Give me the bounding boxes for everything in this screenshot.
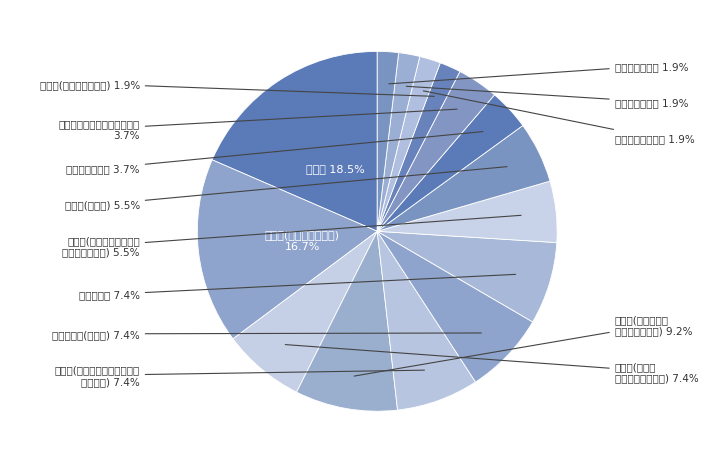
Text: 専門サービス業 1.9%: 専門サービス業 1.9% [389,62,688,84]
Wedge shape [377,57,441,232]
Text: 製造業(その他) 5.5%: 製造業(その他) 5.5% [65,167,507,210]
Wedge shape [377,232,475,410]
Text: 製造業(電子部品・デバイス・
電子回路) 7.4%: 製造業(電子部品・デバイス・ 電子回路) 7.4% [55,364,425,386]
Text: 電気・ガス・熱供給・水道業
3.7%: 電気・ガス・熱供給・水道業 3.7% [58,110,457,140]
Wedge shape [377,54,420,232]
Text: 製造業(化学工業、
石油・石炭製品) 9.2%: 製造業(化学工業、 石油・石炭製品) 9.2% [354,314,692,376]
Text: 運輸業、郵便業 3.7%: 運輸業、郵便業 3.7% [66,132,483,174]
Wedge shape [197,161,377,339]
Wedge shape [377,64,460,232]
Wedge shape [212,52,377,232]
Text: 情報通信業 7.4%: 情報通信業 7.4% [78,275,516,300]
Wedge shape [377,182,557,243]
Wedge shape [377,232,557,322]
Text: 教育、学習支援業 1.9%: 教育、学習支援業 1.9% [423,92,695,143]
Wedge shape [297,232,397,411]
Wedge shape [377,126,550,232]
Text: 製造業(印刷・同関連業) 1.9%: 製造業(印刷・同関連業) 1.9% [40,79,434,97]
Text: 製造業(輸送用機械器具)
16.7%: 製造業(輸送用機械器具) 16.7% [265,230,340,252]
Wedge shape [377,52,399,232]
Wedge shape [377,95,523,232]
Text: 製造業(電気・
情報通信機械器具) 7.4%: 製造業(電気・ 情報通信機械器具) 7.4% [285,345,698,383]
Text: サービス業(その他) 7.4%: サービス業(その他) 7.4% [52,329,482,339]
Wedge shape [377,232,533,382]
Text: 製造業(はん用・生産用・
業務用機械器具) 5.5%: 製造業(はん用・生産用・ 業務用機械器具) 5.5% [62,216,521,257]
Wedge shape [377,73,495,232]
Wedge shape [233,232,377,392]
Text: 建設業 18.5%: 建設業 18.5% [307,164,365,174]
Text: 卸売業、小売業 1.9%: 卸売業、小売業 1.9% [406,87,688,107]
